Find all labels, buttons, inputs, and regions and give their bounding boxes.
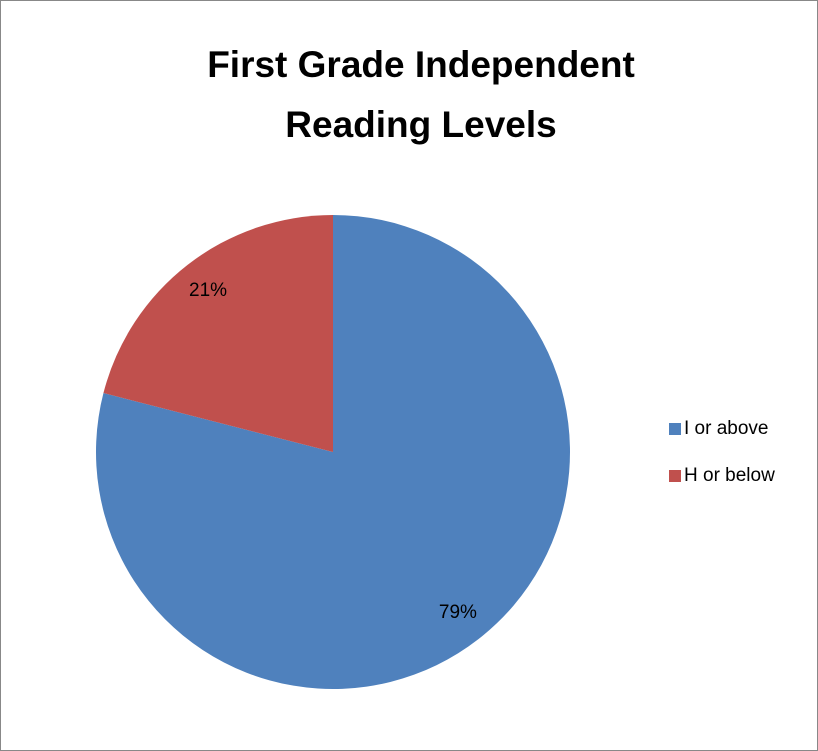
legend-label: I or above xyxy=(684,418,769,439)
pie-slice xyxy=(103,215,333,452)
data-label: 21% xyxy=(189,280,227,301)
legend-swatch xyxy=(669,470,681,482)
chart-title: First Grade Independent Reading Levels xyxy=(207,44,635,145)
legend-swatch xyxy=(669,423,681,435)
data-label: 79% xyxy=(439,602,477,623)
legend-label: H or below xyxy=(684,465,775,486)
